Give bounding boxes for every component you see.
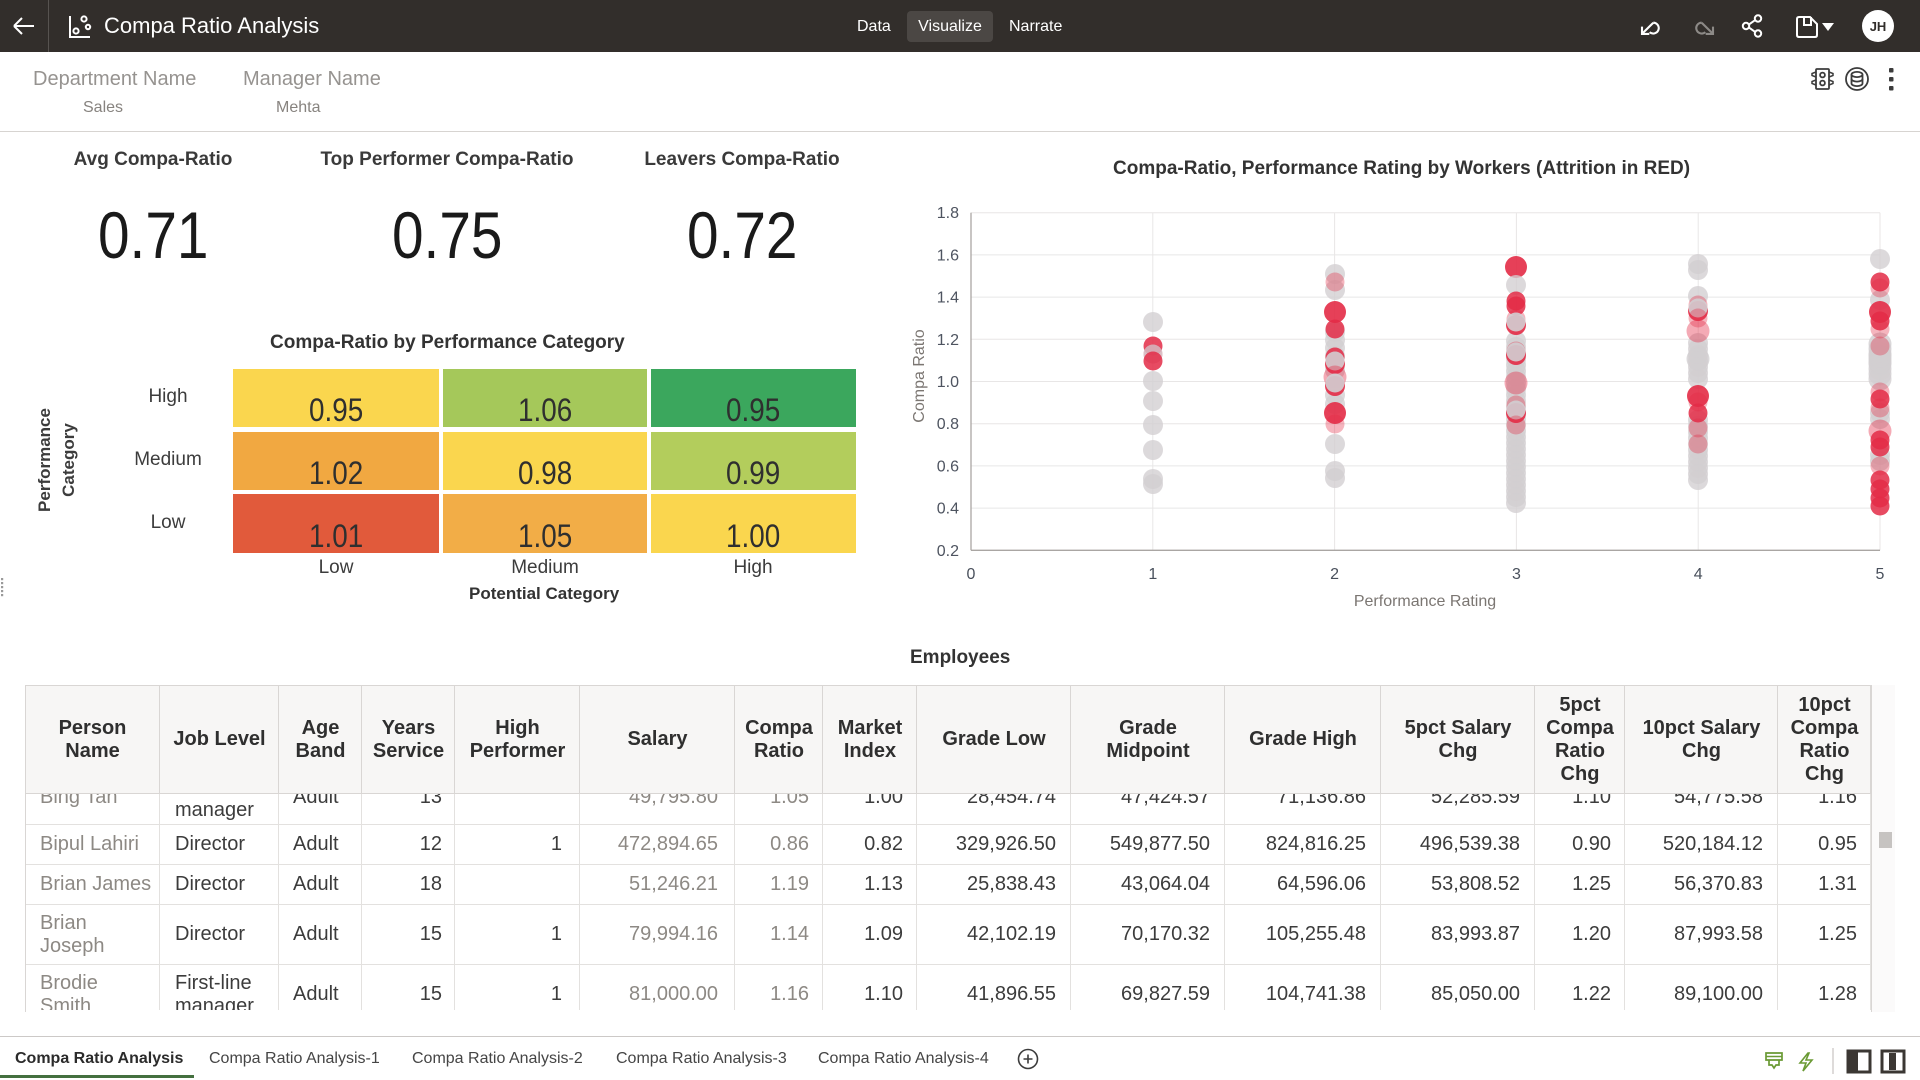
svg-text:3: 3 — [1512, 566, 1521, 583]
svg-text:1.8: 1.8 — [937, 205, 959, 222]
svg-text:Compa Ratio: Compa Ratio — [911, 329, 928, 422]
svg-text:5: 5 — [1876, 566, 1885, 583]
svg-text:1.2: 1.2 — [937, 332, 959, 349]
svg-text:0: 0 — [967, 566, 976, 583]
svg-text:1.6: 1.6 — [937, 247, 959, 264]
svg-text:4: 4 — [1694, 566, 1703, 583]
svg-text:1.0: 1.0 — [937, 374, 959, 391]
svg-text:0.8: 0.8 — [937, 416, 959, 433]
svg-text:0.4: 0.4 — [937, 501, 959, 518]
svg-text:2: 2 — [1330, 566, 1339, 583]
svg-text:0.6: 0.6 — [937, 458, 959, 475]
svg-text:0.2: 0.2 — [937, 543, 959, 560]
svg-text:1: 1 — [1148, 566, 1157, 583]
svg-text:Performance Rating: Performance Rating — [1354, 593, 1496, 610]
svg-text:1.4: 1.4 — [937, 290, 959, 307]
